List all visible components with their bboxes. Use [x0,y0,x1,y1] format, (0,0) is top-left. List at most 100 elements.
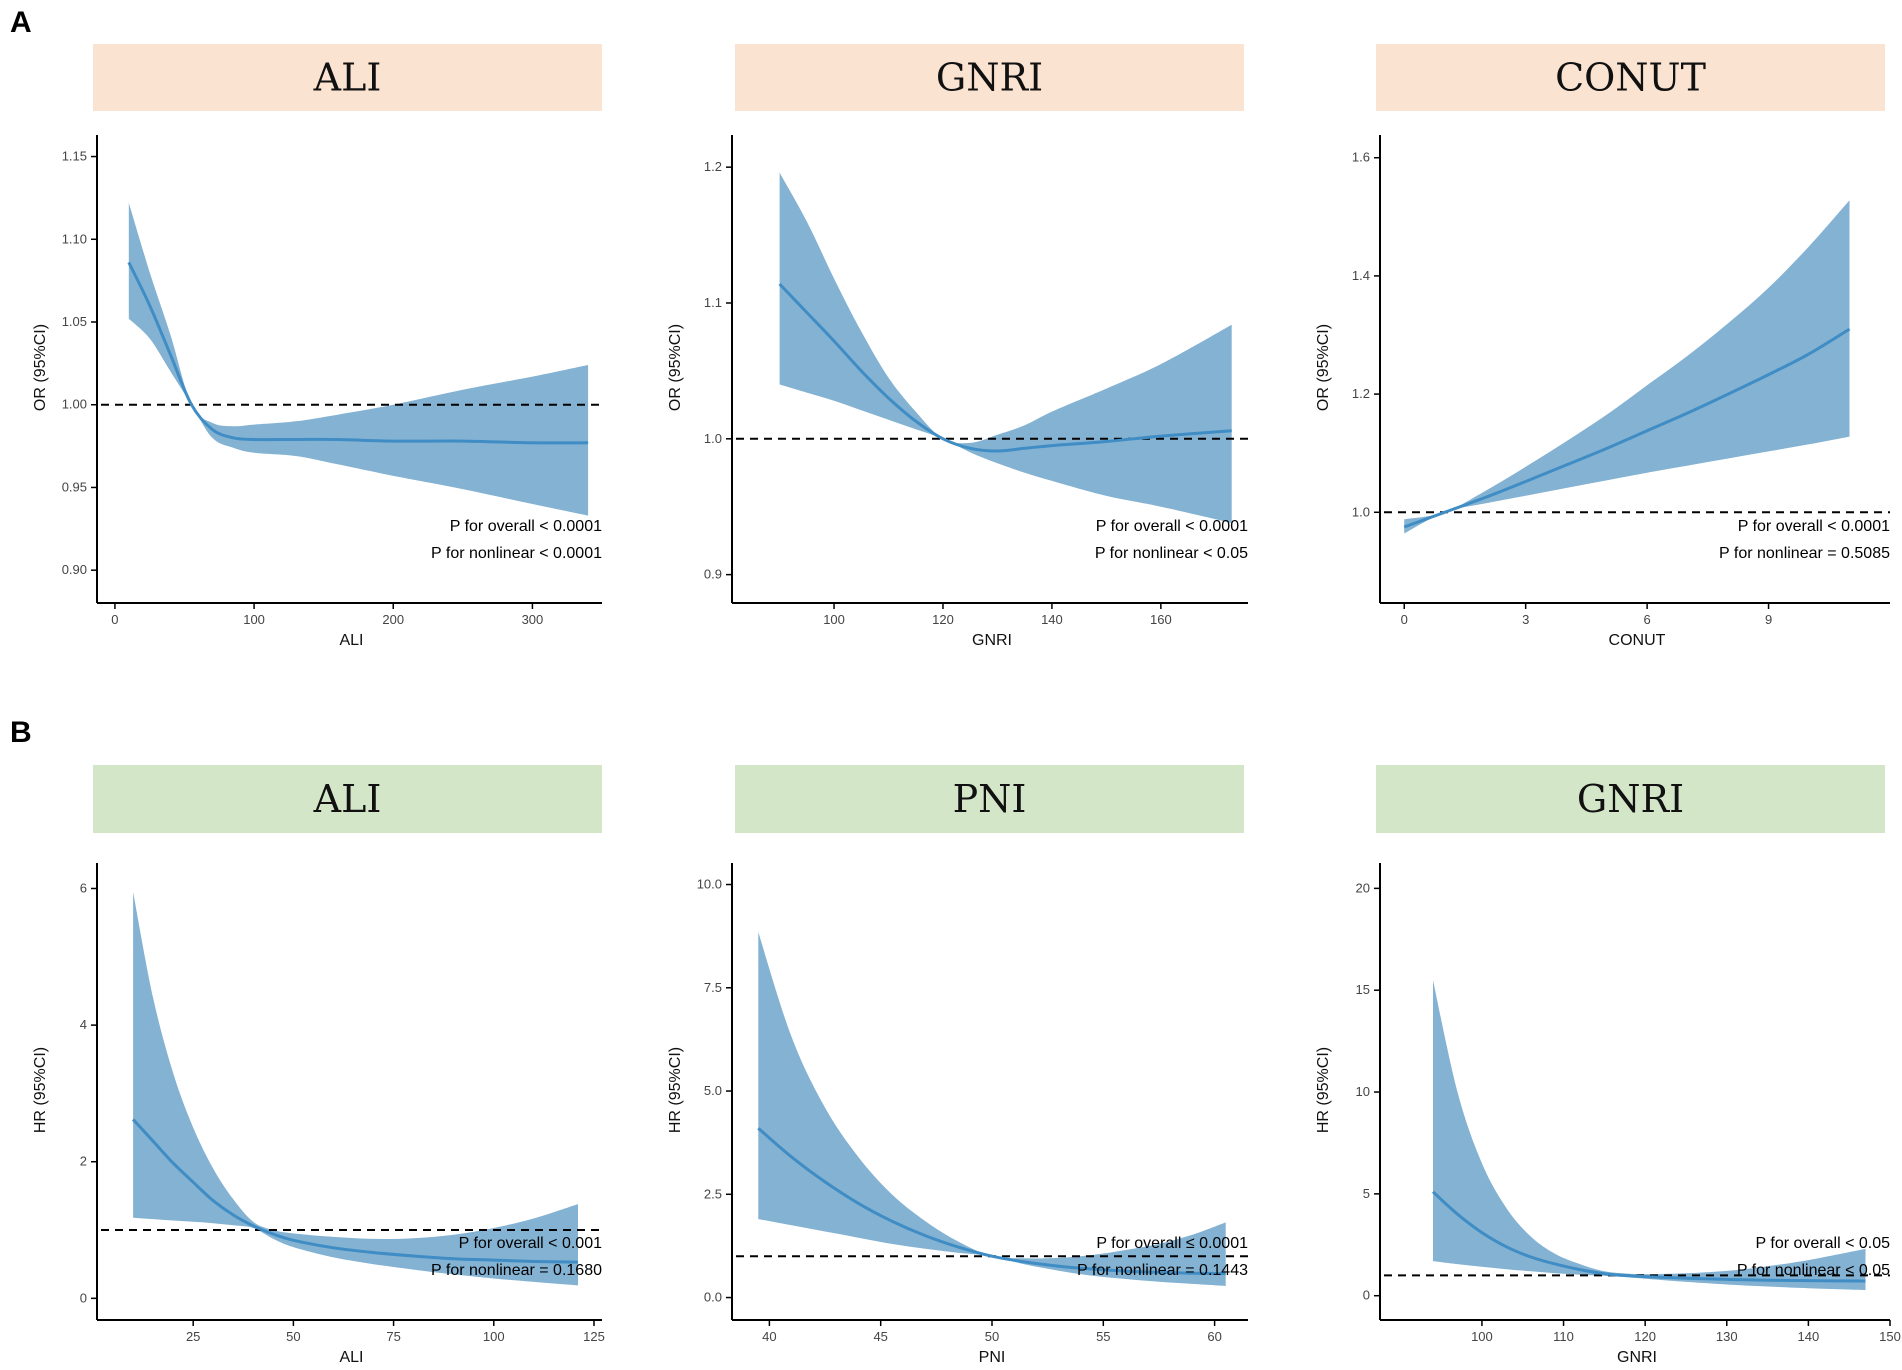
p-value-annotation: P for nonlinear < 0.0001 [431,545,602,562]
x-tick-label: 140 [1041,612,1063,627]
p-value-annotation: P for nonlinear < 0.05 [1737,1262,1890,1279]
x-tick-label: 110 [1553,1329,1574,1344]
panel-header [735,44,1244,111]
ci-band [133,891,578,1286]
x-tick-label: 0 [1401,612,1408,627]
panel-header [93,765,602,833]
y-axis-title: OR (95%CI) [1315,324,1332,411]
y-tick-label: 1.2 [704,159,722,174]
estimate-curve [127,261,589,445]
estimate-curve [131,1118,579,1264]
panel-title: GNRI [936,56,1043,100]
y-tick-label: 6 [80,880,87,895]
panel-3: CONUT 1.0 1.2 1.4 1.6 0 3 6 9 CONUT OR (95%CI) P fo… [1315,44,1890,649]
x-axis-title: CONUT [1609,632,1666,649]
ci-band [128,202,589,516]
y-tick-label: 1.4 [1352,268,1370,283]
y-tick-label: 1.0 [1352,504,1370,519]
y-tick-label: 1.6 [1352,150,1370,165]
panel-4: ALI 0 2 4 6 25 50 75 100 125 ALI HR (95%CI) P for ov… [32,765,605,1366]
x-tick-label: 6 [1644,612,1651,627]
x-axis-title: ALI [339,632,363,649]
x-axis-title: PNI [979,1349,1006,1366]
x-tick-label: 50 [286,1329,300,1344]
x-tick-label: 3 [1522,612,1529,627]
y-tick-label: 7.5 [704,980,722,995]
y-tick-label: 1.0 [704,431,722,446]
p-value-annotation: P for nonlinear = 0.5085 [1719,545,1890,562]
x-tick-label: 160 [1150,612,1172,627]
y-tick-label: 2.5 [704,1186,722,1201]
panel-1: ALI 0.90 0.95 1.00 1.05 1.10 1.15 0 100 200 300 ALI… [32,44,602,649]
estimate-curve [1431,1190,1866,1283]
y-tick-label: 2 [80,1154,87,1169]
y-tick-label: 1.05 [62,314,87,329]
x-tick-label: 75 [386,1329,400,1344]
x-tick-label: 200 [382,612,404,627]
ci-band [758,932,1226,1286]
y-tick-label: 4 [80,1017,87,1032]
x-tick-label: 125 [583,1329,605,1344]
x-tick-label: 0 [111,612,118,627]
y-tick-label: 20 [1356,880,1370,895]
x-tick-label: 120 [932,612,954,627]
ci-band [1404,200,1850,534]
y-tick-label: 0.0 [704,1290,722,1305]
y-axis-title: OR (95%CI) [32,324,49,411]
y-tick-label: 1.15 [62,149,87,164]
x-tick-label: 40 [762,1329,776,1344]
panel-6: GNRI 0 5 10 15 20 100 110 120 130 140 150 GNRI HR (95… [1315,765,1901,1366]
x-tick-label: 100 [1471,1329,1493,1344]
x-tick-label: 25 [186,1329,200,1344]
estimate-curve [757,1127,1226,1276]
x-tick-label: 55 [1096,1329,1110,1344]
y-tick-label: 15 [1356,982,1370,997]
y-tick-label: 0.9 [704,567,722,582]
x-tick-label: 300 [522,612,544,627]
y-tick-label: 1.00 [62,397,87,412]
estimate-curve [1403,327,1851,529]
x-tick-label: 45 [873,1329,887,1344]
y-tick-label: 10.0 [697,877,722,892]
panel-title: ALI [313,777,382,821]
x-axis-title: ALI [339,1349,363,1366]
y-tick-label: 1.2 [1352,386,1370,401]
y-tick-label: 0.95 [62,479,87,494]
x-axis-title: GNRI [972,632,1012,649]
p-value-annotation: P for overall < 0.001 [459,1235,602,1252]
panel-title: GNRI [1577,777,1684,821]
panel-5: PNI 0.0 2.5 5.0 7.5 10.0 40 45 50 55 60 PNI HR (95%C… [667,765,1248,1366]
y-axis-title: HR (95%CI) [32,1047,49,1133]
p-value-annotation: P for overall ≤ 0.0001 [1096,1235,1248,1252]
y-tick-label: 5 [1363,1186,1370,1201]
y-axis-title: HR (95%CI) [1315,1047,1332,1133]
x-tick-label: 100 [243,612,265,627]
p-value-annotation: P for nonlinear = 0.1443 [1077,1262,1248,1279]
p-value-annotation: P for overall < 0.0001 [1738,518,1890,535]
ci-band [779,172,1232,523]
p-value-annotation: P for nonlinear < 0.05 [1095,545,1248,562]
x-tick-label: 60 [1207,1329,1221,1344]
y-tick-label: 1.1 [704,295,722,310]
p-value-annotation: P for overall < 0.05 [1756,1235,1891,1252]
y-tick-label: 10 [1356,1084,1370,1099]
x-tick-label: 120 [1634,1329,1656,1344]
panel-header [1376,765,1885,833]
y-tick-label: 0 [80,1290,87,1305]
panel-header [93,44,602,111]
x-tick-label: 9 [1765,612,1772,627]
y-tick-label: 0 [1363,1288,1370,1303]
p-value-annotation: P for nonlinear = 0.1680 [431,1262,602,1279]
panel-2: GNRI 0.9 1.0 1.1 1.2 100 120 140 160 GNRI OR (95%C… [667,44,1248,649]
x-tick-label: 100 [483,1329,505,1344]
p-value-annotation: P for overall < 0.0001 [450,518,602,535]
x-tick-label: 130 [1716,1329,1738,1344]
section-label-b: B [10,716,32,749]
x-tick-label: 100 [823,612,845,627]
ci-band [1433,980,1866,1290]
y-tick-label: 0.90 [62,562,87,577]
panel-header [735,765,1244,833]
p-value-annotation: P for overall < 0.0001 [1096,518,1248,535]
panel-header [1376,44,1885,111]
x-axis-title: GNRI [1617,1349,1657,1366]
